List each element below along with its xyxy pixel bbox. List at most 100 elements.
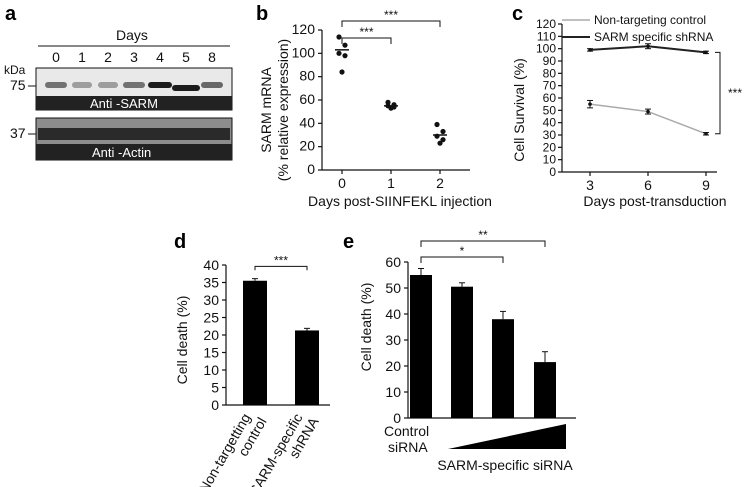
e-bar [410,275,432,418]
e-sig-label: ** [478,228,488,242]
sarm-band [123,82,145,88]
e-sig-bracket [420,256,504,263]
b-point [342,53,348,59]
e-sig-label: * [460,244,465,258]
b-xtick-label: 0 [338,175,346,191]
c-sig-label: *** [728,86,742,100]
lane-label: 1 [78,49,86,65]
e-control-label-2: siRNA [388,439,428,455]
b-point [342,42,348,48]
lane-labels: 0 1 2 3 4 5 8 [52,49,216,65]
lane-label: 2 [104,49,112,65]
e-control-label-1: Control [384,423,429,439]
e-ytick-label: 20 [385,358,401,374]
e-sig-bracket [420,240,546,247]
c-ytick-label: 10 [543,153,557,167]
e-ytick-label: 30 [385,332,401,348]
c-legend-label: SARM specific shRNA [594,30,713,44]
d-ytick-label: 40 [203,257,219,273]
b-ytick-label: 100 [292,44,316,60]
e-dose-wedge [448,424,566,449]
b-xtick-label: 1 [387,175,395,191]
sarm-band [172,85,200,91]
b-sig-label: *** [384,8,398,22]
e-ytick-label: 60 [385,254,401,270]
c-ytick-label: 100 [536,42,556,56]
panel-b: b 0 20 40 60 80 100 120 0 1 2 *** *** SARM mRNA (% … [256,3,492,209]
c-ytick-label: 110 [537,29,556,43]
b-point [336,50,342,56]
sarm-band [98,82,118,88]
lane-label: 8 [208,49,216,65]
b-point [336,34,342,40]
c-point [588,48,592,52]
c-ytick-label: 120 [536,17,556,31]
d-ytick-label: 35 [203,275,219,291]
c-point [646,109,650,114]
e-ytick-label: 40 [385,306,401,322]
d-ytick-label: 10 [203,362,219,378]
c-xtick-label: 6 [644,177,652,193]
lane-label: 0 [52,49,60,65]
d-bar [295,330,319,405]
b-point [440,137,446,143]
c-ytick-label: 0 [549,165,556,179]
e-xlabel: SARM-specific siRNA [437,457,573,473]
d-ytick-label: 15 [203,345,219,361]
c-ytick-label: 70 [543,79,557,93]
e-bar [451,286,473,418]
c-xtick-label: 3 [586,177,594,193]
c-legend-label: Non-targeting control [594,13,706,27]
c-point [588,102,592,106]
c-ytick-label: 80 [543,66,557,80]
b-ytick-label: 120 [292,21,316,37]
b-ylabel-1: SARM mRNA [258,67,274,153]
c-ytick-label: 20 [543,140,557,154]
b-ytick-label: 20 [299,138,315,154]
sarm-label: Anti -SARM [90,96,158,111]
c-ytick-label: 40 [543,116,557,130]
panel-b-label: b [256,3,268,25]
b-xlabel: Days post-SIINFEKL injection [308,193,492,209]
e-ytick-label: 0 [393,410,401,426]
lane-label: 5 [182,49,190,65]
panel-b-plot: 0 20 40 60 80 100 120 0 1 2 *** *** [292,8,470,191]
e-bar [492,319,514,418]
sarm-band [201,82,223,88]
d-bar [243,280,267,405]
d-ytick-label: 25 [203,310,219,326]
b-ytick-label: 0 [307,161,315,177]
d-ytick-label: 20 [203,327,219,343]
b-sig-label: *** [359,25,373,39]
panel-c-label: c [512,3,523,25]
e-ylabel: Cell death (%) [358,283,374,372]
actin-label-strip [36,144,232,160]
d-sig-bracket [254,265,308,271]
c-point [646,44,650,48]
panel-d-plot: 0510152025303540Non-targettingcontrolSAR… [195,253,330,487]
b-ylabel-2: (% relative expression) [275,39,291,181]
e-ytick-label: 50 [385,280,401,296]
c-ytick-label: 90 [543,54,557,68]
e-ytick-label: 10 [385,384,401,400]
c-ytick-label: 60 [543,91,557,105]
days-title: Days [116,27,148,43]
sarm-band [148,82,172,88]
d-ylabel: Cell death (%) [174,296,190,385]
panel-d-label: d [174,231,186,253]
sarm-band [45,82,67,88]
d-ytick-label: 5 [211,380,219,396]
b-point [388,105,394,111]
sarm-band [72,82,92,88]
b-xtick-label: 2 [436,175,444,191]
b-point [339,69,345,75]
b-point [440,128,446,135]
b-sig-bracket [341,37,392,44]
b-point [434,121,440,128]
kda-label: kDa [4,63,26,77]
